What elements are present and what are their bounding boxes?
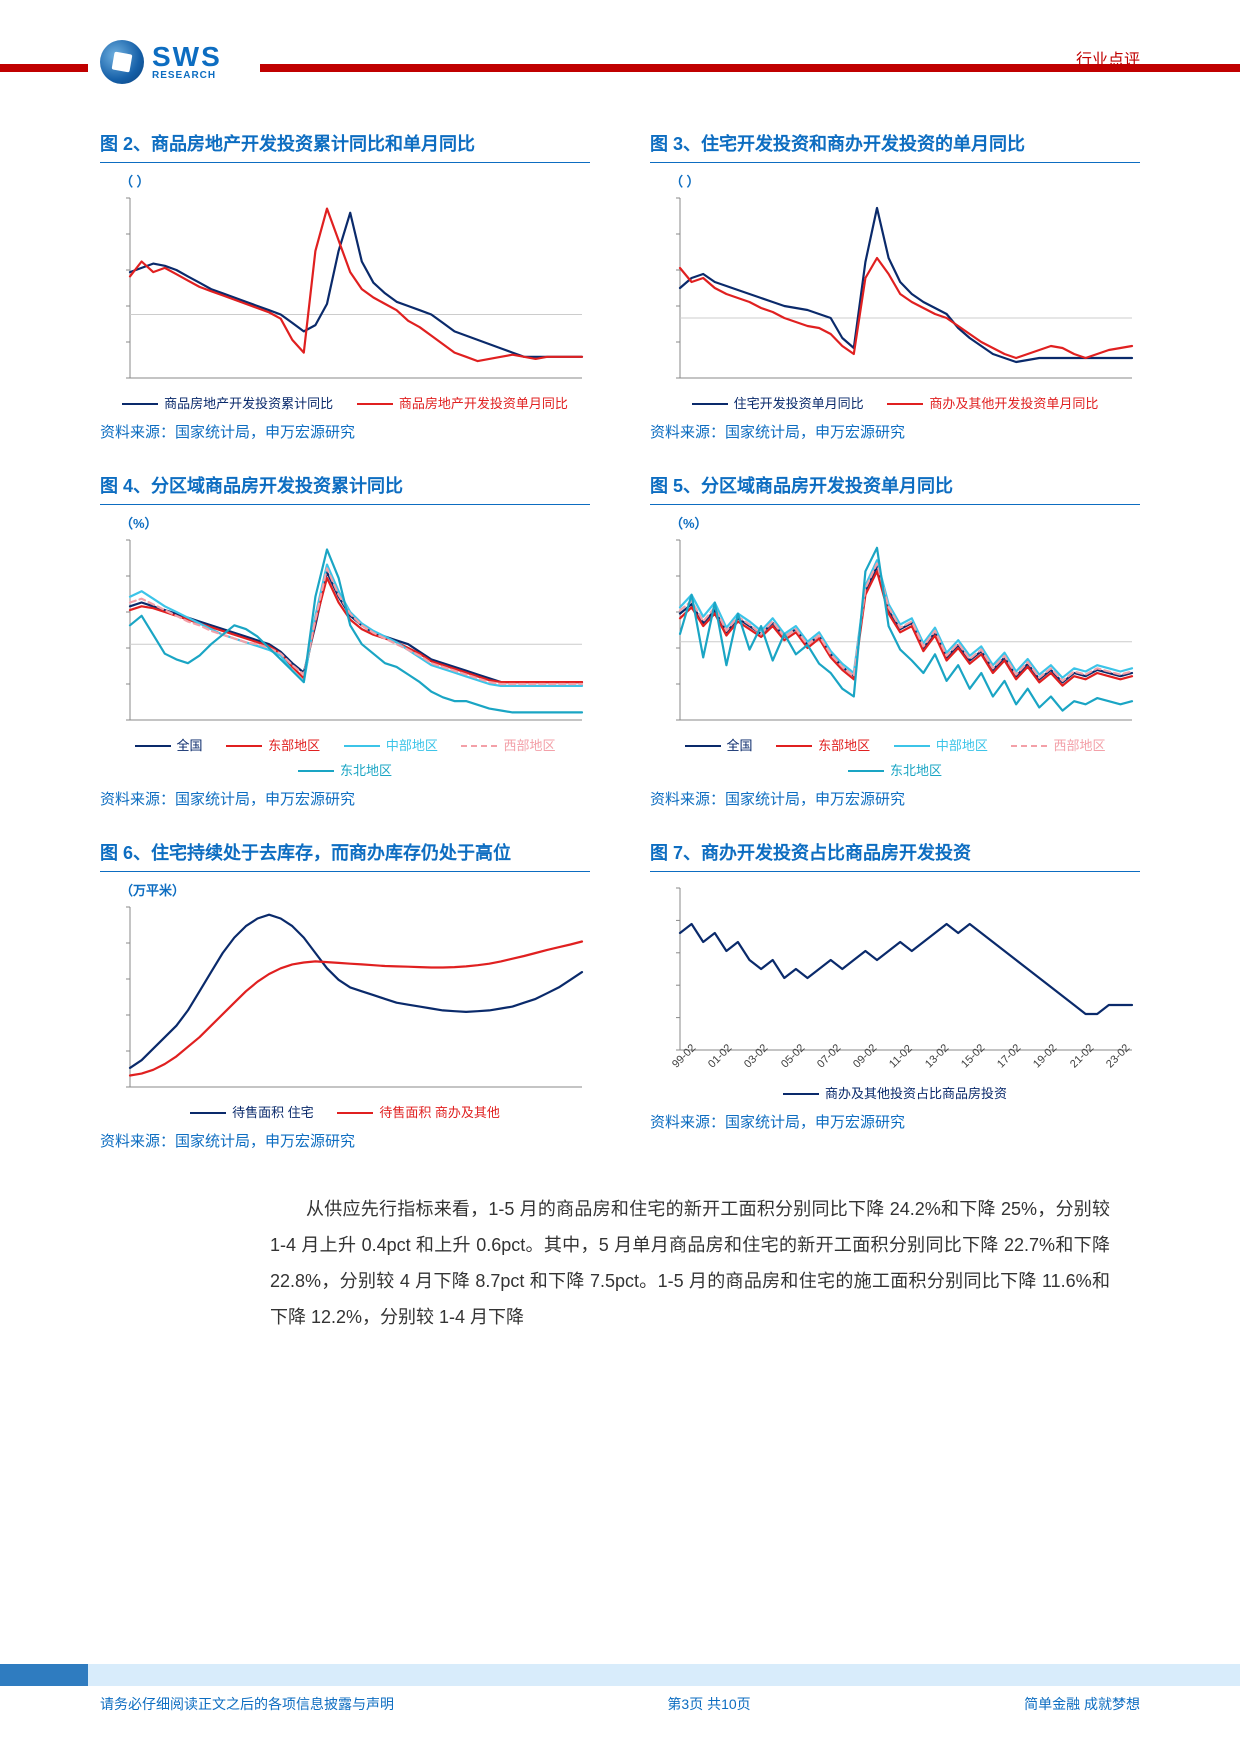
legend-item: 中部地区 (894, 735, 988, 757)
logo-main: SWS (152, 43, 222, 71)
chart-title: 图 6、住宅持续处于去库存，而商办库存仍处于高位 (100, 839, 590, 872)
chart-legend: 待售面积 住宅 待售面积 商办及其他 (100, 1099, 590, 1124)
chart-4: 图 4、分区域商品房开发投资累计同比 （%） 全国 东部地区 中部地区 西部地区… (100, 472, 590, 809)
legend-item: 待售面积 商办及其他 (337, 1102, 500, 1124)
legend-item: 商办及其他开发投资单月同比 (887, 393, 1098, 415)
chart-canvas (100, 532, 590, 732)
legend-item: 全国 (685, 735, 753, 757)
chart-legend: 商品房地产开发投资累计同比 商品房地产开发投资单月同比 (100, 390, 590, 415)
legend-item: 全国 (135, 735, 203, 757)
x-axis-ticks: 99-0201-0203-0205-0207-0209-0211-0213-02… (670, 1062, 1132, 1074)
chart-canvas (650, 190, 1140, 390)
chart-unit: （ ） (120, 171, 590, 190)
footer-bar-light (88, 1664, 1240, 1686)
chart-legend: 商办及其他投资占比商品房投资 (650, 1080, 1140, 1105)
chart-source: 资料来源：国家统计局，申万宏源研究 (100, 788, 590, 809)
chart-title: 图 5、分区域商品房开发投资单月同比 (650, 472, 1140, 505)
chart-grid: 图 2、商品房地产开发投资累计同比和单月同比 （ ） 商品房地产开发投资累计同比… (100, 130, 1140, 1151)
chart-unit: （%） (120, 513, 590, 532)
legend-item: 西部地区 (1011, 735, 1105, 757)
footer-left: 请务必仔细阅读正文之后的各项信息披露与声明 (100, 1694, 394, 1714)
chart-6: 图 6、住宅持续处于去库存，而商办库存仍处于高位 （万平米） 待售面积 住宅 待… (100, 839, 590, 1151)
legend-item: 东部地区 (226, 735, 320, 757)
footer-center: 第3页 共10页 (667, 1694, 750, 1714)
header-tag: 行业点评 (1076, 46, 1140, 70)
chart-canvas (650, 532, 1140, 732)
legend-item: 西部地区 (461, 735, 555, 757)
chart-canvas (100, 190, 590, 390)
chart-2: 图 2、商品房地产开发投资累计同比和单月同比 （ ） 商品房地产开发投资累计同比… (100, 130, 590, 442)
chart-3: 图 3、住宅开发投资和商办开发投资的单月同比 （ ） 住宅开发投资单月同比 商办… (650, 130, 1140, 442)
chart-unit: （万平米） (120, 880, 590, 899)
chart-source: 资料来源：国家统计局，申万宏源研究 (650, 788, 1140, 809)
chart-title: 图 3、住宅开发投资和商办开发投资的单月同比 (650, 130, 1140, 163)
logo: SWS RESEARCH (100, 40, 222, 84)
footer-bar (0, 1664, 1240, 1686)
chart-unit: （ ） (670, 171, 1140, 190)
legend-item: 待售面积 住宅 (190, 1102, 314, 1124)
footer-right: 简单金融 成就梦想 (1024, 1694, 1140, 1714)
chart-canvas: 99-0201-0203-0205-0207-0209-0211-0213-02… (650, 880, 1140, 1080)
chart-legend: 全国 东部地区 中部地区 西部地区 东北地区 (100, 732, 590, 782)
chart-legend: 全国 东部地区 中部地区 西部地区 东北地区 (650, 732, 1140, 782)
chart-legend: 住宅开发投资单月同比 商办及其他开发投资单月同比 (650, 390, 1140, 415)
chart-title: 图 7、商办开发投资占比商品房开发投资 (650, 839, 1140, 872)
legend-item: 商品房地产开发投资累计同比 (122, 393, 333, 415)
legend-item: 东北地区 (848, 760, 942, 782)
chart-7: 图 7、商办开发投资占比商品房开发投资 99-0201-0203-0205-02… (650, 839, 1140, 1151)
chart-5: 图 5、分区域商品房开发投资单月同比 （%） 全国 东部地区 中部地区 西部地区… (650, 472, 1140, 809)
logo-text: SWS RESEARCH (152, 43, 222, 81)
logo-sub: RESEARCH (152, 71, 222, 81)
chart-unit: （%） (670, 513, 1140, 532)
header-redbar-left (0, 64, 88, 72)
legend-item: 中部地区 (344, 735, 438, 757)
chart-title: 图 2、商品房地产开发投资累计同比和单月同比 (100, 130, 590, 163)
legend-item: 住宅开发投资单月同比 (692, 393, 864, 415)
legend-item: 商办及其他投资占比商品房投资 (783, 1083, 1007, 1105)
legend-item: 东北地区 (298, 760, 392, 782)
content-area: 图 2、商品房地产开发投资累计同比和单月同比 （ ） 商品房地产开发投资累计同比… (100, 130, 1140, 1335)
logo-mark-icon (100, 40, 144, 84)
chart-title: 图 4、分区域商品房开发投资累计同比 (100, 472, 590, 505)
footer-line: 请务必仔细阅读正文之后的各项信息披露与声明 第3页 共10页 简单金融 成就梦想 (100, 1694, 1140, 1714)
legend-item: 东部地区 (776, 735, 870, 757)
chart-source: 资料来源：国家统计局，申万宏源研究 (650, 1111, 1140, 1132)
body-paragraph: 从供应先行指标来看，1-5 月的商品房和住宅的新开工面积分别同比下降 24.2%… (100, 1191, 1140, 1335)
chart-source: 资料来源：国家统计局，申万宏源研究 (650, 421, 1140, 442)
chart-source: 资料来源：国家统计局，申万宏源研究 (100, 1130, 590, 1151)
chart-canvas (100, 899, 590, 1099)
legend-item: 商品房地产开发投资单月同比 (357, 393, 568, 415)
footer-bar-accent (0, 1664, 88, 1686)
chart-source: 资料来源：国家统计局，申万宏源研究 (100, 421, 590, 442)
